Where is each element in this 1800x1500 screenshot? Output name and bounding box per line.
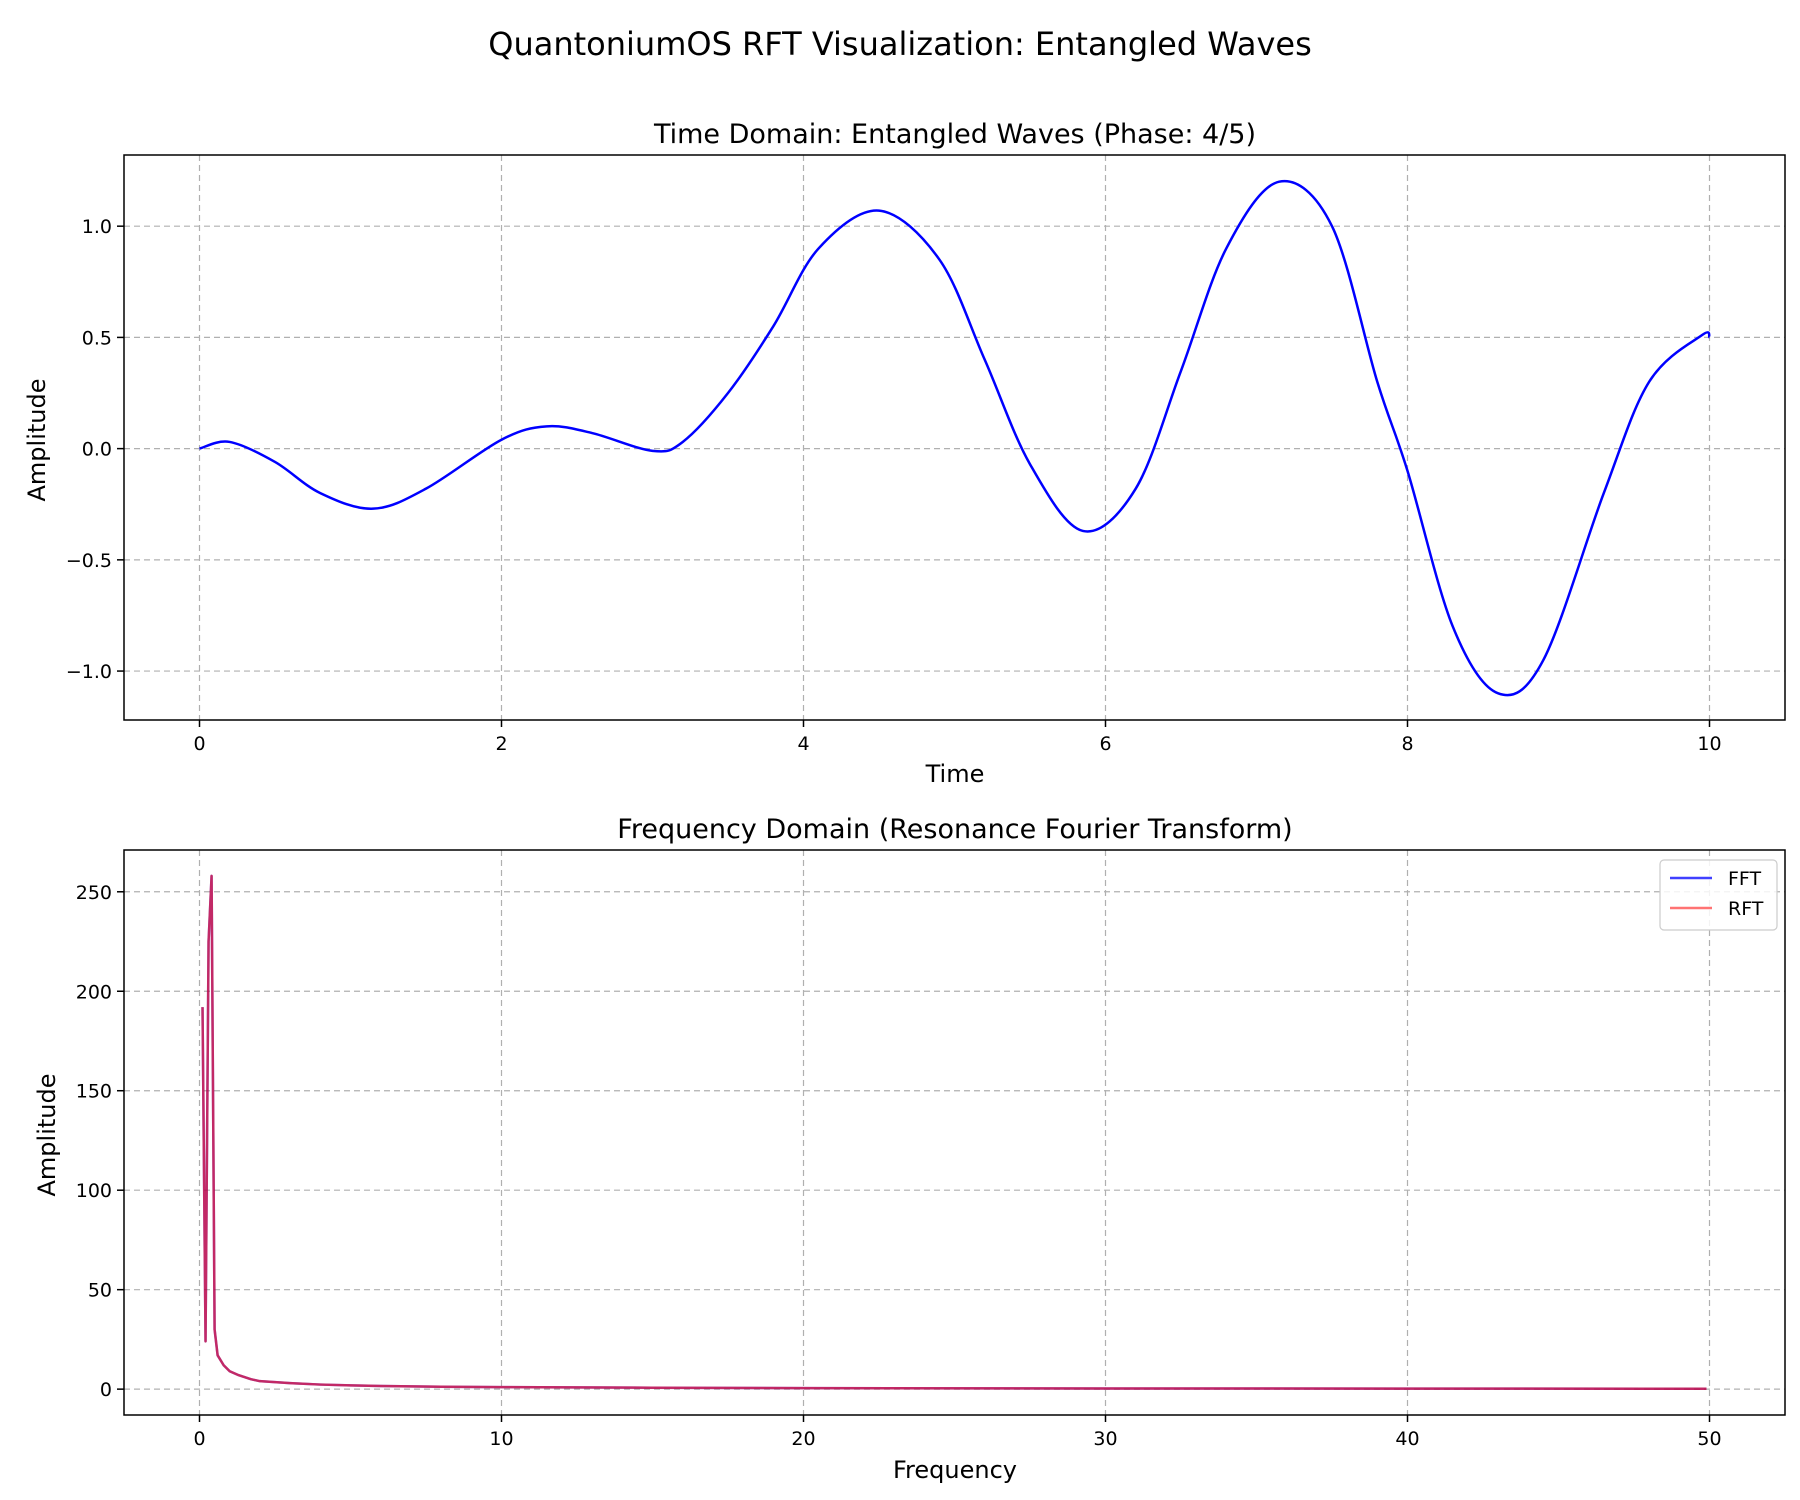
x-tick-label: 6	[1099, 733, 1111, 755]
y-tick-label: 200	[76, 981, 112, 1003]
y-tick-label: 0.0	[82, 439, 112, 461]
x-tick-label: 0	[193, 1428, 205, 1450]
y-tick-label: 150	[76, 1081, 112, 1103]
x-tick-label: 30	[1093, 1428, 1117, 1450]
y-tick-label: 100	[76, 1180, 112, 1202]
y-tick-label: 1.0	[82, 216, 112, 238]
legend-rft-label: RFT	[1728, 898, 1764, 920]
y-tick-label: 0.5	[82, 327, 112, 349]
y-tick-label: −0.5	[66, 550, 112, 572]
frequency-domain-title: Frequency Domain (Resonance Fourier Tran…	[617, 814, 1292, 845]
rft-series-line	[201, 874, 1707, 1390]
time-domain-ylabel: Amplitude	[23, 379, 51, 502]
frequency-domain-xlabel: Frequency	[893, 1456, 1017, 1484]
time-domain-chart: Time Domain: Entangled Waves (Phase: 4/5…	[23, 119, 1786, 788]
frequency-domain-chart: Frequency Domain (Resonance Fourier Tran…	[33, 814, 1786, 1484]
x-tick-label: 2	[495, 733, 507, 755]
y-tick-label: 0	[100, 1379, 112, 1401]
legend: FFT RFT	[1659, 859, 1778, 931]
frequency-domain-ylabel: Amplitude	[33, 1074, 61, 1197]
time-domain-title: Time Domain: Entangled Waves (Phase: 4/5…	[653, 119, 1256, 150]
x-tick-label: 10	[1697, 733, 1721, 755]
x-tick-label: 10	[489, 1428, 513, 1450]
frequency-domain-plot-frame	[123, 849, 1786, 1416]
fft-series-line	[201, 874, 1707, 1390]
x-tick-label: 40	[1395, 1428, 1419, 1450]
time-domain-plot-frame	[123, 154, 1786, 721]
x-tick-label: 0	[193, 733, 205, 755]
y-tick-label: 50	[88, 1280, 112, 1302]
x-tick-label: 8	[1401, 733, 1413, 755]
time-domain-xlabel: Time	[925, 760, 985, 788]
figure-title: QuantoniumOS RFT Visualization: Entangle…	[488, 25, 1311, 63]
time-series-line	[199, 179, 1711, 697]
x-tick-label: 50	[1697, 1428, 1721, 1450]
y-tick-label: 250	[76, 882, 112, 904]
x-tick-label: 4	[797, 733, 809, 755]
legend-fft-label: FFT	[1728, 868, 1762, 890]
y-tick-label: −1.0	[66, 661, 112, 683]
x-tick-label: 20	[791, 1428, 815, 1450]
